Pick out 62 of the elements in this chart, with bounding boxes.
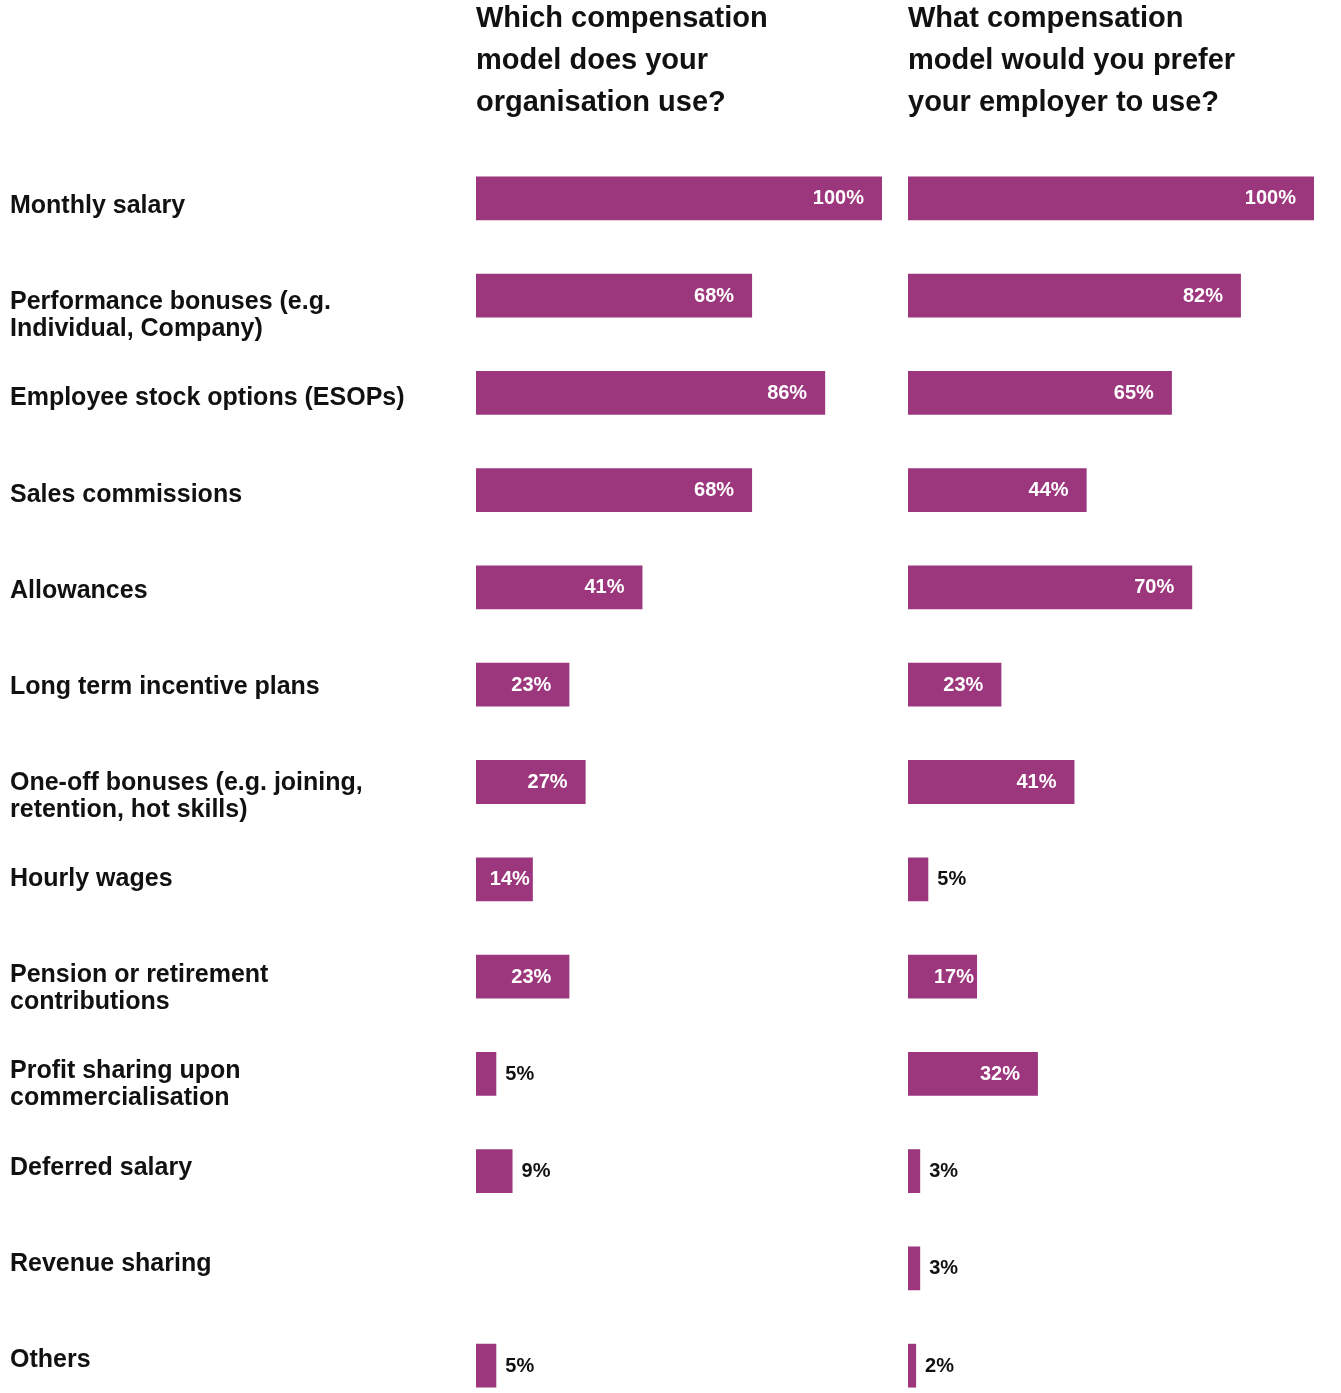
bar: [476, 1149, 513, 1193]
data-label: 23%: [511, 672, 552, 695]
bar: [908, 1149, 921, 1193]
bar: [476, 273, 753, 318]
bar: [908, 760, 1075, 804]
data-label: 9%: [521, 1159, 551, 1182]
chart-title: Which compensation model does your organisation use?: [476, 1, 768, 117]
bar: [476, 760, 586, 804]
bar: [476, 565, 643, 610]
data-label: 3%: [929, 1256, 959, 1279]
bar: [476, 662, 570, 707]
data-label: 68%: [694, 478, 735, 501]
data-label: 68%: [694, 283, 735, 306]
y-tick-label: Revenue sharing: [10, 1247, 212, 1276]
data-label: 5%: [505, 1061, 535, 1084]
y-tick-label: Sales commissions: [10, 478, 243, 507]
data-label: 65%: [1113, 380, 1155, 403]
bar: [908, 1051, 1038, 1096]
data-label: 27%: [527, 770, 568, 792]
data-label: 100%: [812, 186, 865, 209]
data-label: 23%: [511, 964, 552, 987]
y-tick-label: Others: [10, 1343, 91, 1372]
bar: [908, 468, 1087, 513]
bar: [476, 1051, 497, 1096]
data-label: 41%: [584, 575, 625, 598]
chart-title: What compensation model would you prefer your employer to use?: [908, 1, 1236, 117]
bar: [476, 176, 882, 221]
bar: [908, 857, 929, 902]
y-tick-label: Profit sharing upon commercialisation: [10, 1055, 241, 1111]
data-label: 2%: [925, 1353, 955, 1376]
y-tick-label: Pension or retirement contributions: [10, 959, 270, 1015]
data-label: 3%: [929, 1159, 959, 1182]
data-label: 17%: [933, 964, 975, 987]
data-label: 86%: [767, 380, 808, 403]
bar: [908, 176, 1314, 221]
bar: [908, 1343, 917, 1388]
y-tick-label: Performance bonuses (e.g. Individual, Company): [10, 286, 331, 342]
data-label: 14%: [489, 867, 531, 890]
data-label: 41%: [1016, 770, 1057, 792]
data-label: 5%: [937, 867, 967, 890]
y-tick-label: Hourly wages: [10, 863, 173, 892]
bar: [476, 371, 826, 415]
data-label: 44%: [1028, 478, 1069, 501]
data-label: 23%: [943, 672, 984, 695]
y-tick-label: Monthly salary: [10, 190, 186, 219]
bar: [908, 371, 1172, 415]
bar: [908, 662, 1002, 707]
data-label: 70%: [1134, 575, 1175, 598]
y-tick-label: Deferred salary: [10, 1151, 193, 1180]
data-label: 32%: [979, 1061, 1021, 1084]
data-label: 5%: [505, 1353, 535, 1376]
bar: [476, 1343, 497, 1388]
bar: [908, 1246, 921, 1291]
bar: [908, 273, 1241, 318]
bar: [908, 565, 1193, 610]
y-tick-label: Long term incentive plans: [10, 670, 320, 699]
data-label: 100%: [1244, 186, 1297, 209]
y-tick-label: One-off bonuses (e.g. joining, retention, hot skills): [10, 767, 363, 822]
data-label: 82%: [1182, 283, 1224, 306]
y-tick-label: Employee stock options (ESOPs): [10, 382, 405, 411]
y-tick-label: Allowances: [10, 574, 148, 603]
bar: [476, 468, 753, 513]
